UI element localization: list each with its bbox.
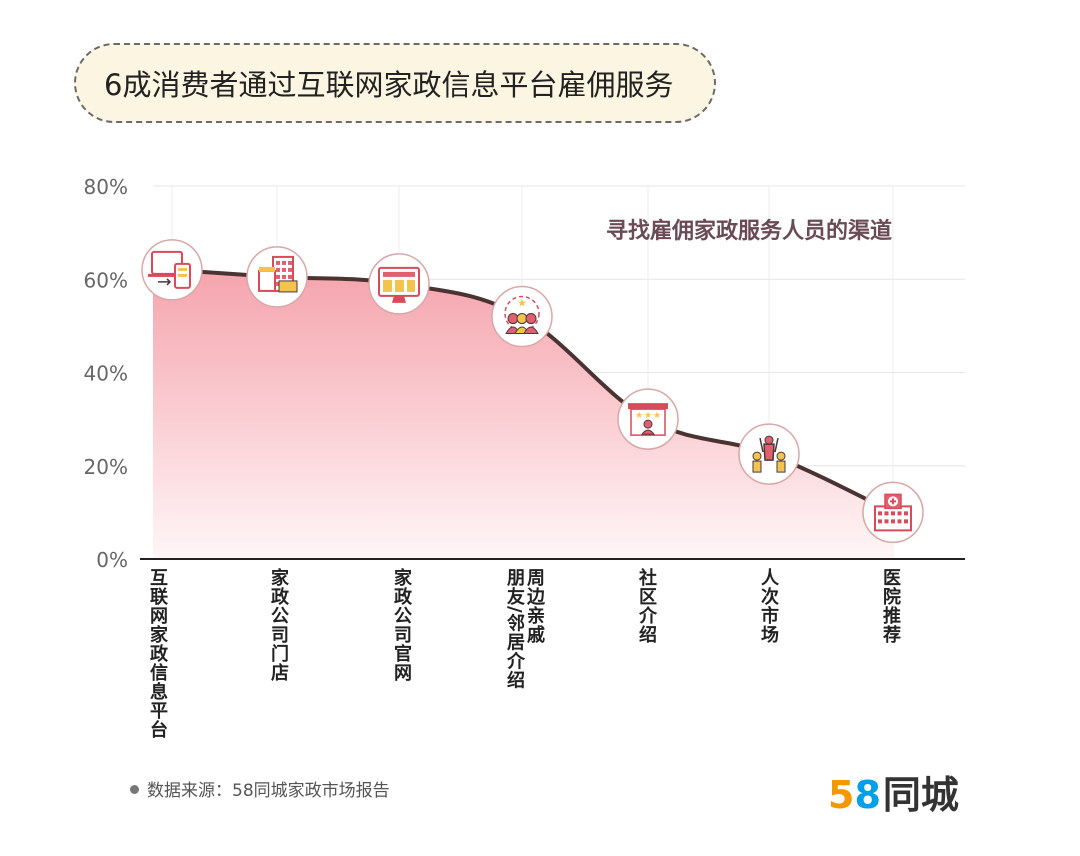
point-marker-people-market-icon	[738, 423, 800, 485]
content-block	[407, 279, 415, 292]
people-market-icon	[752, 435, 786, 473]
y-tick-label: 80%	[84, 175, 128, 199]
window	[878, 511, 882, 516]
person-cheer	[759, 437, 779, 461]
window	[884, 519, 889, 524]
chart-subtitle: 寻找雇佣家政服务人员的渠道	[606, 218, 892, 244]
window	[282, 267, 286, 272]
logo-brand: 同城	[882, 773, 959, 817]
person-head	[525, 313, 537, 325]
window	[282, 260, 286, 265]
point-marker-friends-group-icon: ★	[491, 285, 553, 348]
board-top	[628, 403, 668, 410]
content-block	[383, 279, 392, 292]
storefront-icon	[258, 255, 298, 293]
x-label-company-store: 家政公司门店	[268, 568, 289, 682]
window	[276, 260, 280, 265]
y-tick-label: 60%	[84, 268, 128, 292]
phone-line	[178, 267, 187, 271]
person-body	[752, 460, 762, 473]
phone-line	[178, 273, 187, 277]
data-source: 数据来源：58同城家政市场报告	[130, 776, 390, 801]
bullet-icon	[130, 784, 139, 794]
sign	[278, 280, 298, 293]
window	[276, 274, 280, 279]
monitor-website-icon	[378, 266, 420, 303]
x-label-hospital: 医院推荐	[880, 568, 901, 644]
window	[288, 267, 292, 272]
star: ★	[517, 297, 527, 310]
computer-phone-icon	[148, 250, 191, 289]
x-label-friends-neighbors-line2: 朋友/邻居介绍	[504, 568, 525, 690]
window	[897, 519, 902, 524]
window	[878, 519, 882, 524]
window	[891, 511, 895, 516]
awning	[259, 266, 275, 272]
shop	[258, 269, 276, 292]
point-marker-community-board-icon: ★ ★ ★	[617, 388, 679, 450]
monitor-stand	[392, 295, 406, 303]
header-bar	[383, 271, 415, 277]
friends-group-icon: ★	[504, 295, 540, 335]
window	[891, 519, 895, 524]
y-tick-label: 0%	[96, 548, 128, 572]
cross	[890, 498, 896, 505]
x-label-labor-market: 人次市场	[758, 568, 779, 644]
window	[288, 274, 292, 279]
person-body	[640, 429, 656, 435]
brand-logo: 58同城	[828, 764, 959, 819]
person-head	[776, 451, 786, 461]
x-label-friends-neighbors: 周边亲戚 朋友/邻居介绍	[504, 568, 545, 690]
laptop-base	[148, 273, 186, 277]
x-label-community: 社区介绍	[636, 568, 657, 644]
title-pill	[74, 43, 716, 123]
x-label-friends-neighbors-line1: 周边亲戚	[524, 568, 545, 644]
star: ★	[644, 411, 652, 421]
page-title: 6成消费者通过互联网家政信息平台雇佣服务	[104, 68, 674, 102]
series-area	[153, 269, 893, 559]
window	[282, 274, 286, 279]
content-block	[395, 279, 404, 292]
x-label-internet-platform: 互联网家政信息平台	[147, 568, 168, 739]
point-marker-hospital-icon	[862, 481, 924, 544]
y-tick-label: 20%	[84, 455, 128, 479]
x-label-company-website: 家政公司官网	[391, 568, 412, 682]
hospital-building	[874, 505, 912, 532]
window	[276, 267, 280, 272]
hospital-icon	[874, 493, 912, 532]
y-tick-label: 40%	[84, 362, 128, 386]
star: ★	[635, 411, 643, 421]
point-marker-storefront-icon	[246, 246, 308, 308]
community-board-icon: ★ ★ ★	[628, 403, 668, 436]
data-source-text: 数据来源：58同城家政市场报告	[147, 781, 390, 801]
window	[904, 519, 908, 524]
window	[884, 511, 889, 516]
person-body	[523, 326, 539, 335]
window	[897, 511, 902, 516]
star: ★	[653, 411, 661, 421]
point-marker-monitor-website-icon	[368, 253, 430, 315]
window	[276, 281, 280, 286]
point-marker-computer-phone-icon	[141, 239, 203, 301]
window	[904, 511, 908, 516]
window	[288, 260, 292, 265]
arrow	[158, 278, 172, 286]
logo-five: 5	[828, 773, 855, 817]
ring	[504, 295, 540, 332]
person-body	[776, 460, 786, 473]
person-head	[643, 419, 653, 429]
person-head	[764, 435, 774, 445]
logo-eight: 8	[854, 773, 881, 817]
person-head	[752, 451, 762, 461]
